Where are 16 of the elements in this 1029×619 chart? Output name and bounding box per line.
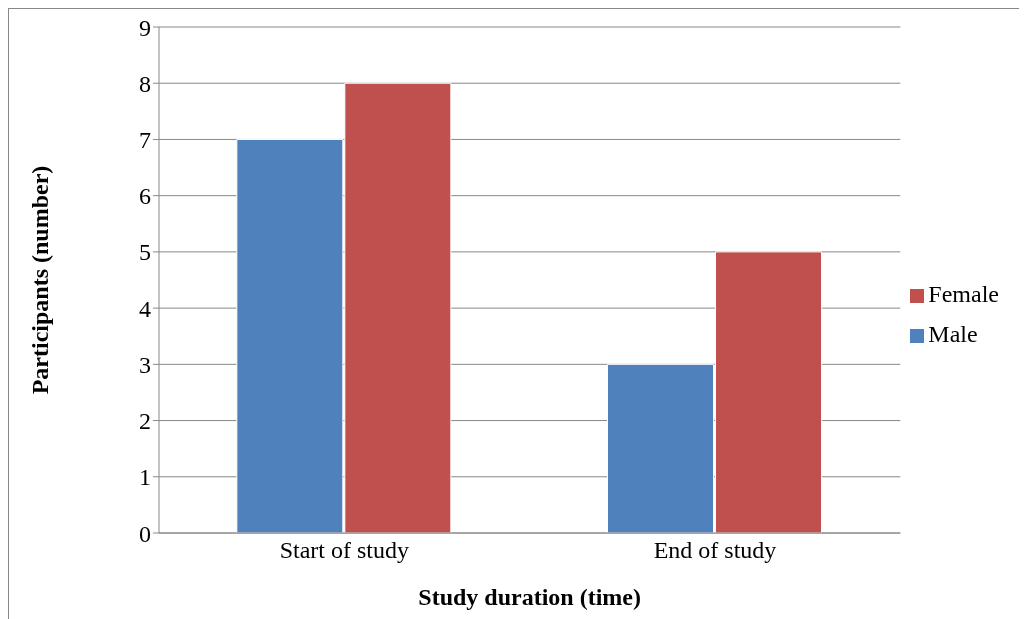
y-tick-label: 6 <box>139 183 151 210</box>
x-tick-label: End of study <box>653 537 777 564</box>
legend-label: Female <box>928 281 999 307</box>
y-tick-label: 7 <box>139 126 151 153</box>
x-tick-label: Start of study <box>279 537 409 564</box>
y-axis-title: Participants (number) <box>26 165 53 395</box>
y-tick-label: 1 <box>139 464 151 491</box>
y-tick-label: 3 <box>139 351 151 378</box>
y-tick-label: 8 <box>139 70 151 97</box>
y-tick-label: 5 <box>139 239 151 266</box>
x-axis-title: Study duration (time) <box>418 584 642 610</box>
y-tick-label: 2 <box>139 408 151 435</box>
y-tick-label: 9 <box>139 14 151 41</box>
y-tick-label: 0 <box>139 520 151 547</box>
y-tick-label: 4 <box>139 295 151 322</box>
legend-label: Male <box>928 321 978 347</box>
